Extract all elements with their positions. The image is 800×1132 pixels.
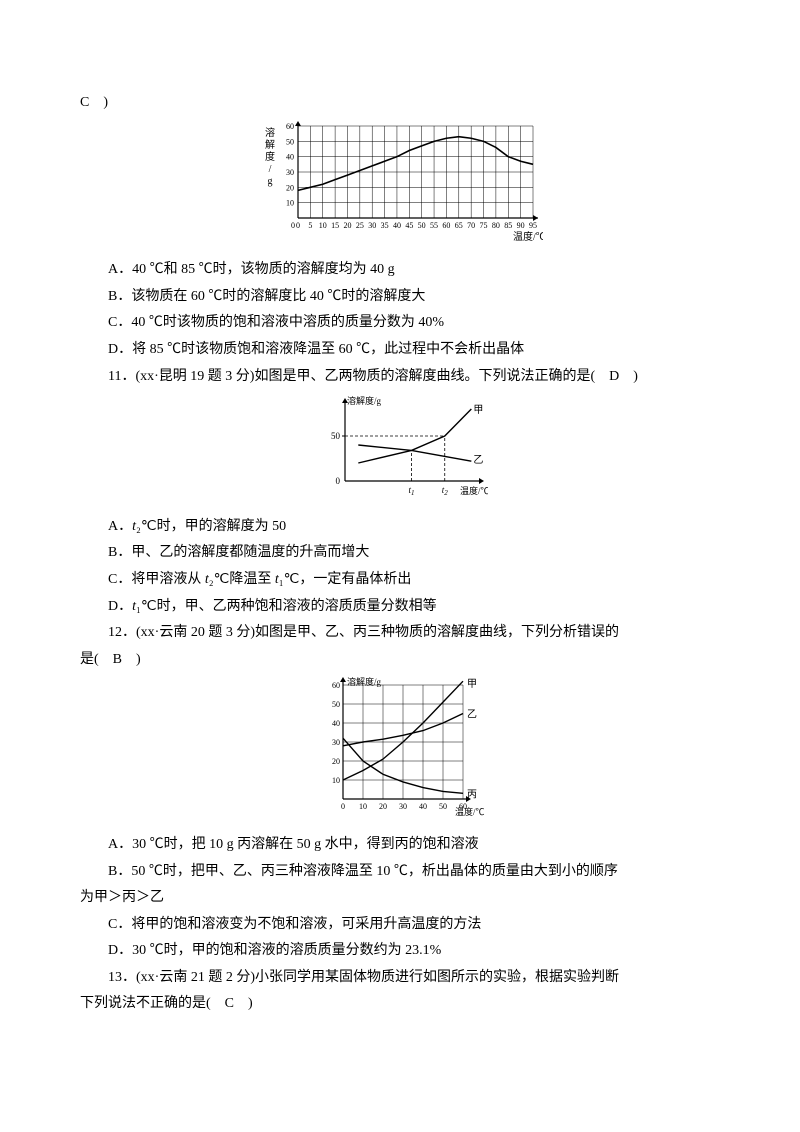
svg-text:30: 30 bbox=[368, 221, 376, 230]
svg-text:20: 20 bbox=[286, 183, 294, 192]
svg-text:0: 0 bbox=[291, 221, 295, 230]
svg-text:温度/℃: 温度/℃ bbox=[460, 485, 488, 496]
chart-q10: 0510152025303540455055606570758085909510… bbox=[80, 121, 720, 254]
svg-text:5: 5 bbox=[308, 221, 312, 230]
q10-option-a: A．40 ℃和 85 ℃时，该物质的溶解度均为 40 g bbox=[80, 257, 720, 284]
svg-text:温度/℃: 温度/℃ bbox=[513, 230, 543, 243]
q11-stem: 11．(xx·昆明 19 题 3 分)如图是甲、乙两物质的溶解度曲线。下列说法正… bbox=[80, 364, 720, 391]
svg-text:t2: t2 bbox=[441, 485, 448, 497]
text: D．t₁℃时，甲、乙两种饱和溶液的溶质质量分数相等 bbox=[108, 599, 437, 614]
svg-text:溶解度/g: 溶解度/g bbox=[347, 395, 382, 406]
q12-option-d: D．30 ℃时，甲的饱和溶液的溶质质量分数约为 23.1% bbox=[80, 938, 720, 965]
svg-text:乙: 乙 bbox=[473, 454, 483, 466]
svg-text:0: 0 bbox=[335, 476, 340, 486]
q11-option-b: B．甲、乙的溶解度都随温度的升高而增大 bbox=[80, 540, 720, 567]
svg-text:85: 85 bbox=[504, 221, 512, 230]
svg-text:溶解度/g: 溶解度/g bbox=[347, 677, 382, 687]
fragment-header: C ) bbox=[80, 90, 720, 117]
svg-text:45: 45 bbox=[405, 221, 413, 230]
q10-option-b: B．该物质在 60 ℃时的溶解度比 40 ℃时的溶解度大 bbox=[80, 284, 720, 311]
svg-text:25: 25 bbox=[355, 221, 363, 230]
svg-text:50: 50 bbox=[286, 137, 294, 146]
svg-text:温度/℃: 温度/℃ bbox=[455, 806, 485, 817]
svg-text:60: 60 bbox=[332, 681, 340, 690]
svg-text:10: 10 bbox=[318, 221, 326, 230]
svg-text:t1: t1 bbox=[408, 485, 414, 497]
svg-text:甲: 甲 bbox=[473, 405, 483, 416]
svg-text:40: 40 bbox=[286, 152, 294, 161]
svg-text:60: 60 bbox=[442, 221, 450, 230]
svg-text:0: 0 bbox=[341, 802, 345, 811]
svg-text:80: 80 bbox=[491, 221, 499, 230]
chart-q12: 0102030405060102030405060甲乙丙溶解度/g温度/℃ bbox=[80, 677, 720, 828]
text: A．t₂℃时，甲的溶解度为 50 bbox=[108, 519, 286, 534]
svg-text:95: 95 bbox=[529, 221, 537, 230]
svg-text:10: 10 bbox=[332, 776, 340, 785]
svg-text:溶: 溶 bbox=[265, 126, 275, 139]
svg-text:40: 40 bbox=[419, 802, 427, 811]
svg-text:15: 15 bbox=[331, 221, 339, 230]
svg-text:35: 35 bbox=[380, 221, 388, 230]
svg-text:70: 70 bbox=[467, 221, 475, 230]
svg-text:20: 20 bbox=[343, 221, 351, 230]
q12-stem-1: 12．(xx·云南 20 题 3 分)如图是甲、乙、丙三种物质的溶解度曲线，下列… bbox=[80, 620, 720, 647]
q12-option-b1: B．50 ℃时，把甲、乙、丙三种溶液降温至 10 ℃，析出晶体的质量由大到小的顺… bbox=[80, 859, 720, 886]
svg-text:50: 50 bbox=[417, 221, 425, 230]
svg-text:65: 65 bbox=[454, 221, 462, 230]
q12-option-b2: 为甲＞丙＞乙 bbox=[80, 885, 720, 912]
q11-option-c: C．将甲溶液从 t₂℃降温至 t₁℃，一定有晶体析出 bbox=[80, 567, 720, 594]
q11-option-a: A．t₂℃时，甲的溶解度为 50 bbox=[80, 514, 720, 541]
svg-text:40: 40 bbox=[332, 719, 340, 728]
svg-text:60: 60 bbox=[286, 122, 294, 131]
svg-text:20: 20 bbox=[379, 802, 387, 811]
svg-text:30: 30 bbox=[332, 738, 340, 747]
q12-option-a: A．30 ℃时，把 10 g 丙溶解在 50 g 水中，得到丙的饱和溶液 bbox=[80, 832, 720, 859]
svg-text:30: 30 bbox=[286, 168, 294, 177]
text: C．将甲溶液从 t₂℃降温至 t₁℃，一定有晶体析出 bbox=[108, 572, 411, 587]
chart-q11: 50 0 甲乙 溶解度/g 温度/℃ t1 t2 bbox=[80, 394, 720, 510]
svg-text:丙: 丙 bbox=[467, 790, 477, 801]
q10-option-c: C．40 ℃时该物质的饱和溶液中溶质的质量分数为 40% bbox=[80, 310, 720, 337]
svg-text:g: g bbox=[267, 176, 272, 187]
svg-text:乙: 乙 bbox=[467, 709, 477, 721]
q12-option-c: C．将甲的饱和溶液变为不饱和溶液，可采用升高温度的方法 bbox=[80, 912, 720, 939]
svg-text:90: 90 bbox=[516, 221, 524, 230]
svg-text:50: 50 bbox=[439, 802, 447, 811]
svg-text:/: / bbox=[268, 164, 271, 175]
q12-stem-2: 是( B ) bbox=[80, 647, 720, 674]
svg-text:10: 10 bbox=[359, 802, 367, 811]
svg-text:0: 0 bbox=[296, 221, 300, 230]
svg-text:度: 度 bbox=[265, 150, 275, 163]
svg-text:50: 50 bbox=[332, 700, 340, 709]
svg-text:30: 30 bbox=[399, 802, 407, 811]
svg-text:40: 40 bbox=[392, 221, 400, 230]
svg-text:10: 10 bbox=[286, 198, 294, 207]
svg-text:解: 解 bbox=[265, 138, 275, 151]
svg-text:55: 55 bbox=[430, 221, 438, 230]
q13-stem-1: 13．(xx·云南 21 题 2 分)小张同学用某固体物质进行如图所示的实验，根… bbox=[80, 965, 720, 992]
q13-stem-2: 下列说法不正确的是( C ) bbox=[80, 991, 720, 1018]
svg-text:甲: 甲 bbox=[467, 680, 477, 691]
svg-text:50: 50 bbox=[331, 431, 341, 441]
q10-option-d: D．将 85 ℃时该物质饱和溶液降温至 60 ℃，此过程中不会析出晶体 bbox=[80, 337, 720, 364]
svg-text:75: 75 bbox=[479, 221, 487, 230]
svg-text:20: 20 bbox=[332, 757, 340, 766]
q11-option-d: D．t₁℃时，甲、乙两种饱和溶液的溶质质量分数相等 bbox=[80, 594, 720, 621]
